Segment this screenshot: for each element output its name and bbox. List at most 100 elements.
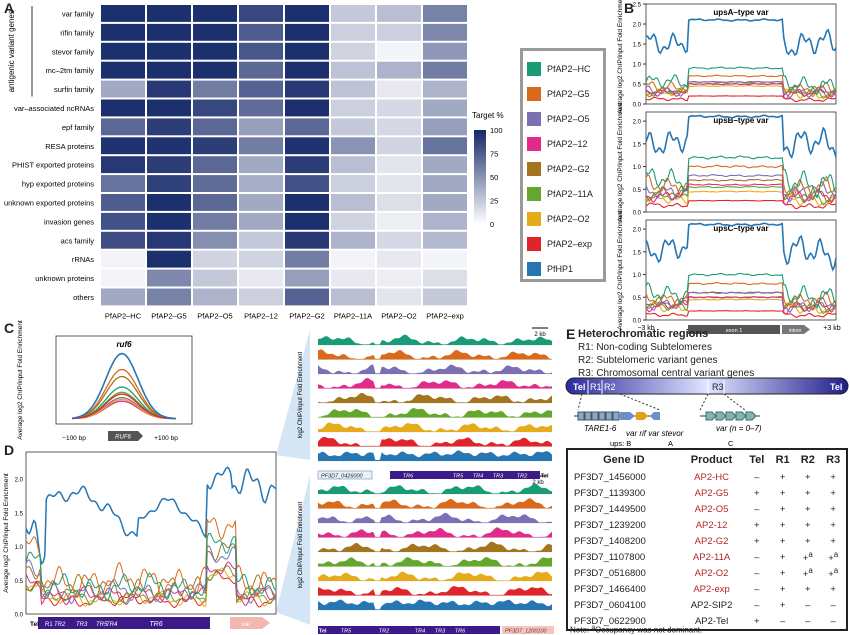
profile-c-series: [71, 352, 177, 420]
heatmap-cell: [193, 269, 237, 287]
legend-item: PfAP2–exp: [527, 236, 592, 251]
heatmap-cell: [101, 5, 145, 22]
heatmap-row-label: epf family: [62, 123, 94, 132]
heatmap-row-label: hyp exported proteins: [22, 180, 94, 189]
heatmap-cell: [285, 288, 329, 306]
track-tr-label: TR2: [517, 474, 527, 480]
heatmap-cell: [193, 61, 237, 79]
profile-d-series: [25, 567, 277, 607]
heatmap-cell: [193, 288, 237, 306]
heatmap-row-label: var–associated ncRNAs: [14, 104, 94, 113]
scale-title: Target %: [472, 111, 504, 120]
heatmap-cell: [285, 231, 329, 249]
track-tr-bar-top: [390, 471, 540, 479]
table-cell: PF3D7_1466400: [574, 583, 646, 595]
heatmap-row-label: stevor family: [52, 47, 94, 56]
het-line-r3: R3: Chromosomal central variant genes: [578, 368, 755, 379]
table-cell: +: [805, 583, 811, 595]
heatmap-cell: [377, 175, 421, 192]
track-series: [318, 450, 552, 461]
table-row: PF3D7_1139300 AP2-G5 + + + +: [567, 485, 847, 501]
heatmap-cell: [285, 42, 329, 60]
gene-table-header-cell: Product: [690, 454, 733, 466]
heatmap-cell: [101, 99, 145, 117]
heatmap-cell: [331, 156, 375, 174]
track-tr-bar-bottom: [318, 626, 500, 634]
profile-b-ytick: 2.0: [633, 120, 642, 126]
profile-d-series: [25, 532, 277, 602]
heatmap-cell: [377, 42, 421, 60]
profile-b-ytick: 1.5: [633, 250, 642, 256]
track-gene-bottom-label: PF3D7_1200100: [505, 629, 548, 635]
heatmap-row-label: unknown proteins: [35, 274, 94, 283]
exon-label: exon 1: [726, 328, 743, 334]
profile-c-xlabel-right: +100 bp: [154, 435, 178, 442]
profile-b-ytick: 2.5: [633, 3, 642, 9]
legend-item: PfHP1: [527, 261, 573, 276]
legend-swatch: [527, 236, 541, 251]
heatmap-cell: [193, 23, 237, 41]
table-cell: AP2-Tel: [694, 615, 729, 627]
table-cell: PF3D7_0622900: [574, 615, 646, 627]
profile-d-ylabel: Average log2 ChIP/input Fold Enrichment: [3, 473, 10, 593]
heatmap-cell: [285, 99, 329, 117]
table-cell: +: [779, 535, 786, 547]
profile-b-ytick: 0.5: [633, 188, 642, 194]
profile-b-series: [645, 222, 837, 272]
heatmap-cell: [423, 156, 467, 174]
tare-block: [605, 411, 613, 421]
table-cell: –: [805, 615, 811, 627]
profile-b-series: [645, 84, 837, 99]
d-element-label: Tel: [30, 621, 39, 628]
heatmap-cell: [147, 288, 191, 306]
profile-b-frame: [645, 111, 837, 213]
het-title: Heterochromatic regions: [578, 328, 709, 340]
table-cell: +: [830, 519, 836, 531]
profile-d-frame: [25, 451, 277, 615]
d-element-label: var: [241, 621, 251, 628]
heatmap-cell: [101, 80, 145, 98]
table-row: PF3D7_1408200 AP2-G2 + + + +: [567, 533, 847, 549]
heatmap-cell: [193, 137, 237, 155]
heatmap-cell: [423, 61, 467, 79]
table-note: Note: aOccupancy was not dominant.: [570, 624, 703, 635]
profile-b-series: [645, 95, 837, 103]
heatmap-col-label: PfAP2–O2: [381, 311, 416, 320]
table-cell: +: [830, 471, 836, 483]
legend-label: PfAP2–exp: [547, 238, 593, 249]
heatmap-cell: [285, 118, 329, 136]
scale-bar-label: 2 kb: [532, 480, 544, 486]
series-legend: PfAP2–HC PfAP2–G5 PfAP2–O5 PfAP2–12 PfAP2–G2…: [520, 48, 606, 282]
heatmap-cell: [239, 269, 283, 287]
heatmap-cell: [193, 231, 237, 249]
superscript-a: a: [808, 550, 813, 559]
table-cell: PF3D7_0516800: [574, 567, 646, 579]
profile-b-title: upsB–type var: [713, 116, 768, 125]
heatmap-col-label: PfAP2–G2: [289, 311, 324, 320]
track-series: [318, 571, 552, 581]
chrom-label: Tel: [573, 382, 585, 392]
table-cell: –: [754, 599, 760, 611]
profile-b-ytick: 1.0: [633, 63, 642, 69]
profile-d-series: [25, 545, 277, 605]
heatmap-cell: [423, 212, 467, 230]
chrom-label: R2: [604, 382, 616, 392]
heatmap-cell: [101, 231, 145, 249]
heatmap-cell: [193, 118, 237, 136]
d-element-label: TR3: [76, 622, 88, 628]
table-cell: AP2-G2: [694, 535, 729, 547]
d-element-label: TR2: [54, 622, 66, 628]
zoom-guide: [723, 393, 746, 411]
profile-c-title: ruf6: [116, 340, 132, 349]
table-cell: –: [754, 503, 760, 515]
profile-b-ytick: 1.0: [633, 165, 642, 171]
heatmap-cell: [377, 137, 421, 155]
table-cell: +: [779, 519, 786, 531]
legend-label: PfAP2–11A: [547, 188, 593, 199]
legend-label: PfAP2–G5: [547, 88, 590, 99]
heatmap-row-label: unknown exported proteins: [4, 198, 94, 207]
gene-table-header-cell: Gene ID: [603, 454, 645, 466]
legend-item: PfAP2–O5: [527, 111, 590, 126]
track-ylabel: log2 ChIP/input Fold Enrichment: [298, 351, 304, 438]
legend-swatch: [527, 61, 541, 76]
